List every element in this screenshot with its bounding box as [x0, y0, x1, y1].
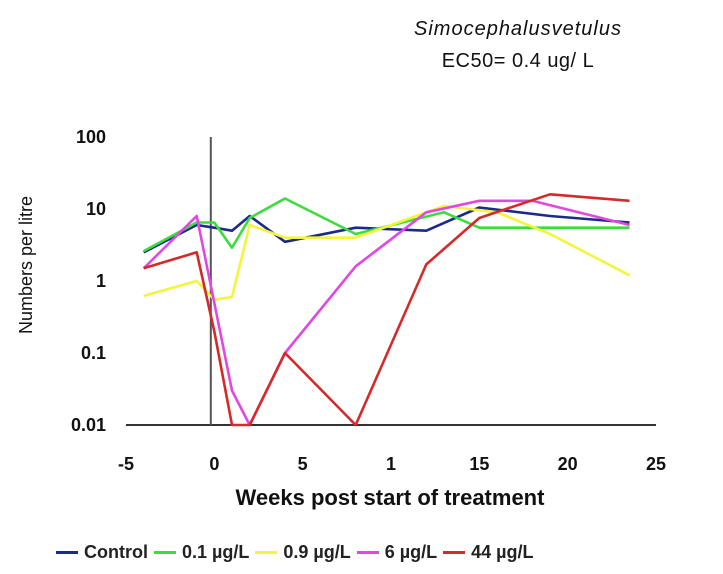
- x-tick-label: 20: [558, 454, 578, 474]
- x-tick-label: 1: [386, 454, 396, 474]
- legend: Control 0.1 µg/L 0.9 µg/L 6 µg/L 44 µg/L: [56, 542, 540, 563]
- x-tick-label: 25: [646, 454, 666, 474]
- legend-label: 0.1 µg/L: [181, 542, 250, 562]
- series-line-4: [143, 193, 630, 427]
- x-axis-label: Weeks post start of treatment: [236, 485, 546, 510]
- series-line-0: [143, 206, 630, 254]
- legend-item: 0.1 µg/L: [153, 542, 250, 563]
- legend-item: Control: [56, 542, 148, 563]
- chart-title: Simocephalusvetulus: [414, 18, 622, 40]
- chart-subtitle: EC50= 0.4 ug/ L: [441, 50, 595, 72]
- series-line-2: [143, 204, 631, 301]
- legend-item: 0.9 µg/L: [255, 542, 351, 563]
- legend-label: Control: [84, 542, 148, 562]
- legend-swatch: [443, 551, 466, 554]
- legend-label: 6 µg/L: [384, 542, 438, 562]
- y-tick-label: 0.01: [71, 415, 106, 435]
- legend-label: 44 µg/L: [471, 542, 534, 562]
- legend-swatch: [56, 551, 78, 554]
- series-line-1: [143, 197, 630, 253]
- legend-swatch: [255, 551, 278, 554]
- legend-item: 44 µg/L: [443, 542, 534, 563]
- y-tick-label: 10: [86, 199, 106, 219]
- x-tick-label: 5: [298, 454, 308, 474]
- y-axis-label: Numbers per litre: [16, 196, 36, 334]
- series-line-3: [142, 199, 630, 427]
- y-tick-label: 0.1: [81, 343, 106, 363]
- legend-swatch: [153, 551, 176, 554]
- legend-swatch: [356, 551, 379, 554]
- tick-labels: -5 0 5 1 15 20 25 0.01 0.1 1 10 100: [71, 127, 666, 474]
- x-tick-label: 0: [209, 454, 219, 474]
- legend-label: 0.9 µg/L: [283, 542, 351, 562]
- series-layer: [142, 193, 631, 427]
- x-tick-label: -5: [118, 454, 134, 474]
- x-tick-label: 15: [469, 454, 489, 474]
- y-tick-label: 1: [96, 271, 106, 291]
- axes: [126, 137, 656, 426]
- legend-item: 6 µg/L: [356, 542, 438, 563]
- y-tick-label: 100: [76, 127, 106, 147]
